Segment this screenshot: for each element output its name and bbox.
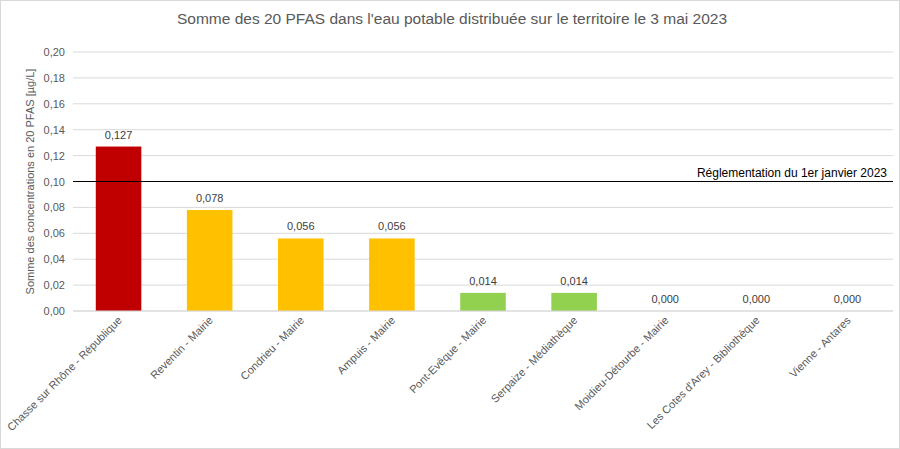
bar: [278, 238, 324, 311]
grid-line: [73, 155, 893, 156]
chart-border: [1, 1, 900, 449]
y-tick-label: 0,00: [44, 305, 65, 317]
y-tick-label: 0,20: [44, 46, 65, 58]
data-label: 0,000: [743, 293, 771, 305]
x-tick-label: Les Cotes d'Arey - Bibliothèque: [645, 314, 762, 431]
x-tick-label: Condrieu - Mairie: [238, 314, 306, 382]
grid-line: [73, 181, 893, 182]
bars: [96, 147, 597, 311]
x-tick-label: Chasse sur Rhône - République: [5, 314, 124, 433]
y-tick-label: 0,12: [44, 150, 65, 162]
grid-line: [73, 77, 893, 78]
y-tick-label: 0,10: [44, 176, 65, 188]
data-label: 0,000: [834, 293, 862, 305]
data-label: 0,014: [469, 275, 497, 287]
grid-line: [73, 129, 893, 130]
y-tick-label: 0,16: [44, 98, 65, 110]
x-tick-label: Moidieu-Détourbe - Mairie: [572, 314, 670, 412]
grid-line: [73, 207, 893, 208]
grid-line: [73, 311, 893, 312]
data-label: 0,056: [287, 220, 315, 232]
data-label: 0,014: [560, 275, 588, 287]
data-label: 0,056: [378, 220, 406, 232]
reference-line: [73, 181, 893, 182]
data-label: 0,127: [105, 129, 133, 141]
x-tick-label: Ampuis - Mairie: [335, 314, 398, 377]
x-tick-label: Pont-Evêque - Mairie: [407, 314, 489, 396]
y-axis-label: Somme des concentrations en 20 PFAS [µg/…: [24, 69, 36, 295]
bar: [369, 238, 415, 311]
bar: [187, 210, 233, 311]
bar: [551, 293, 597, 311]
bar: [460, 293, 506, 311]
grid-line: [73, 52, 893, 53]
grid-line: [73, 103, 893, 104]
x-axis: [73, 311, 893, 312]
y-tick-label: 0,02: [44, 279, 65, 291]
bar: [96, 147, 142, 311]
y-tick-label: 0,14: [44, 124, 65, 136]
y-tick-label: 0,04: [44, 253, 65, 265]
y-tick-label: 0,06: [44, 227, 65, 239]
x-tick-label: Reventin - Mairie: [148, 314, 215, 381]
x-tick-label: Vienne - Antares: [787, 314, 853, 380]
data-label: 0,078: [196, 192, 224, 204]
y-tick-label: 0,08: [44, 201, 65, 213]
y-tick-label: 0,18: [44, 72, 65, 84]
chart-title: Somme des 20 PFAS dans l'eau potable dis…: [177, 10, 727, 27]
x-tick-label: Serpaize - Médiathèque: [488, 314, 579, 405]
data-label: 0,000: [651, 293, 679, 305]
reference-label: Réglementation du 1er janvier 2023: [697, 166, 887, 180]
